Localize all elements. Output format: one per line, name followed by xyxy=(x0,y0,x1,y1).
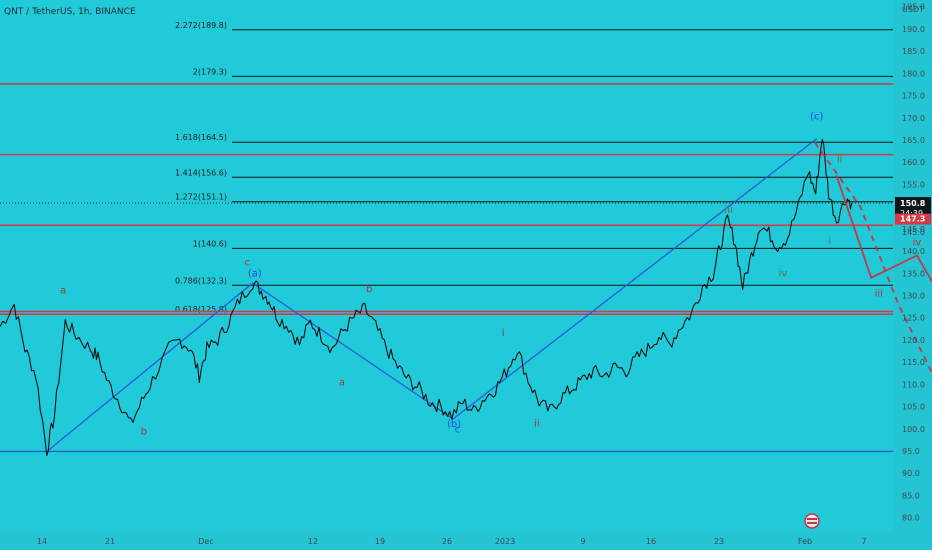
fib-level-label: 0.786(132.3) xyxy=(175,276,227,285)
bar-countdown: 24:39 xyxy=(900,209,923,218)
price-tick-label: 175.0 xyxy=(902,92,925,101)
price-tick-label: 105.0 xyxy=(902,403,925,412)
price-tick-label: 125.0 xyxy=(902,314,925,323)
time-tick-label: 2023 xyxy=(495,537,515,546)
wave-label: i xyxy=(828,236,831,247)
price-tick-label: 190.0 xyxy=(902,25,925,34)
wave-label: (c) xyxy=(810,112,823,123)
wave-label: (b) xyxy=(447,419,461,430)
fib-level-label: 0.618(125.8) xyxy=(175,305,227,314)
quote-unit: USDT xyxy=(902,5,924,14)
price-tick-label: 80.0 xyxy=(902,514,920,523)
fib-level-label: 1(140.6) xyxy=(193,239,227,248)
price-tick-label: 195.0 xyxy=(902,3,925,12)
time-tick-label: 21 xyxy=(105,537,115,546)
time-tick-label: 12 xyxy=(308,537,318,546)
time-tick-label: 16 xyxy=(646,537,656,546)
price-series[interactable] xyxy=(0,138,853,457)
price-tick-label: 160.0 xyxy=(902,158,925,167)
price-tick-label: 165.0 xyxy=(902,136,925,145)
wave-label: i xyxy=(502,328,505,339)
price-tick-label: 185.0 xyxy=(902,47,925,56)
fib-level-label: 1.618(164.5) xyxy=(175,133,227,142)
wave-label: b xyxy=(141,427,147,438)
fib-level-label: 2.272(189.8) xyxy=(175,21,227,30)
price-tick-label: 85.0 xyxy=(902,491,920,500)
price-tick-label: 120.0 xyxy=(902,336,925,345)
wave-label: (a) xyxy=(248,268,262,279)
price-tick-label: 170.0 xyxy=(902,114,925,123)
wave-label: c xyxy=(455,424,461,435)
price-tick-label: 135.0 xyxy=(902,269,925,278)
time-tick-label: 26 xyxy=(442,537,452,546)
time-tick-label: Feb xyxy=(798,537,812,546)
wave-label: iv xyxy=(913,237,922,248)
price-tick-label: 100.0 xyxy=(902,425,925,434)
wave-label: ii xyxy=(534,419,540,430)
wave-label: ii xyxy=(837,155,843,166)
projection-solid[interactable] xyxy=(835,175,932,318)
price-tick-label: 110.0 xyxy=(902,380,925,389)
level-price-badge[interactable] xyxy=(895,213,931,225)
tv-logo-icon[interactable] xyxy=(804,513,820,529)
fib-level-label: 1.414(156.6) xyxy=(175,168,227,177)
price-tick-label: 140.0 xyxy=(902,247,925,256)
plot-area[interactable] xyxy=(0,0,893,531)
last-price-badge[interactable] xyxy=(895,197,931,220)
time-tick-label: 14 xyxy=(37,537,47,546)
fib-level-label: 2(179.3) xyxy=(193,67,227,76)
level-price-value: 147.3 xyxy=(900,215,925,224)
price-tick-label: 155.0 xyxy=(902,180,925,189)
price-axis[interactable] xyxy=(893,0,932,550)
time-tick-label: 7 xyxy=(861,537,866,546)
wave-label: c xyxy=(244,257,250,268)
chart-title: QNT / TetherUS, 1h, BINANCE xyxy=(4,7,136,17)
fib-level-label: 1.272(151.1) xyxy=(175,193,227,202)
price-tick-label: 130.0 xyxy=(902,291,925,300)
price-tick-label: 95.0 xyxy=(902,447,920,456)
wave-label: iv xyxy=(779,268,788,279)
wave-label: a xyxy=(339,377,345,388)
wave-trendline[interactable] xyxy=(46,138,818,453)
wave-label: iii xyxy=(875,288,883,299)
last-price-value: 150.8 xyxy=(900,199,926,208)
price-tick-label: 180.0 xyxy=(902,69,925,78)
time-tick-label: 9 xyxy=(580,537,585,546)
time-tick-label: 23 xyxy=(714,537,724,546)
time-tick-label: 19 xyxy=(375,537,385,546)
wave-label: iii xyxy=(724,205,732,216)
wave-label: a xyxy=(60,285,66,296)
time-axis[interactable] xyxy=(0,531,893,550)
price-tick-label: 115.0 xyxy=(902,358,925,367)
price-tick-label: 145.0 xyxy=(902,228,925,237)
price-tick-label: 90.0 xyxy=(902,469,920,478)
time-tick-label: Dec xyxy=(198,537,213,546)
price-tick-label: 145.0 xyxy=(902,225,925,234)
wave-label: b xyxy=(366,284,372,295)
